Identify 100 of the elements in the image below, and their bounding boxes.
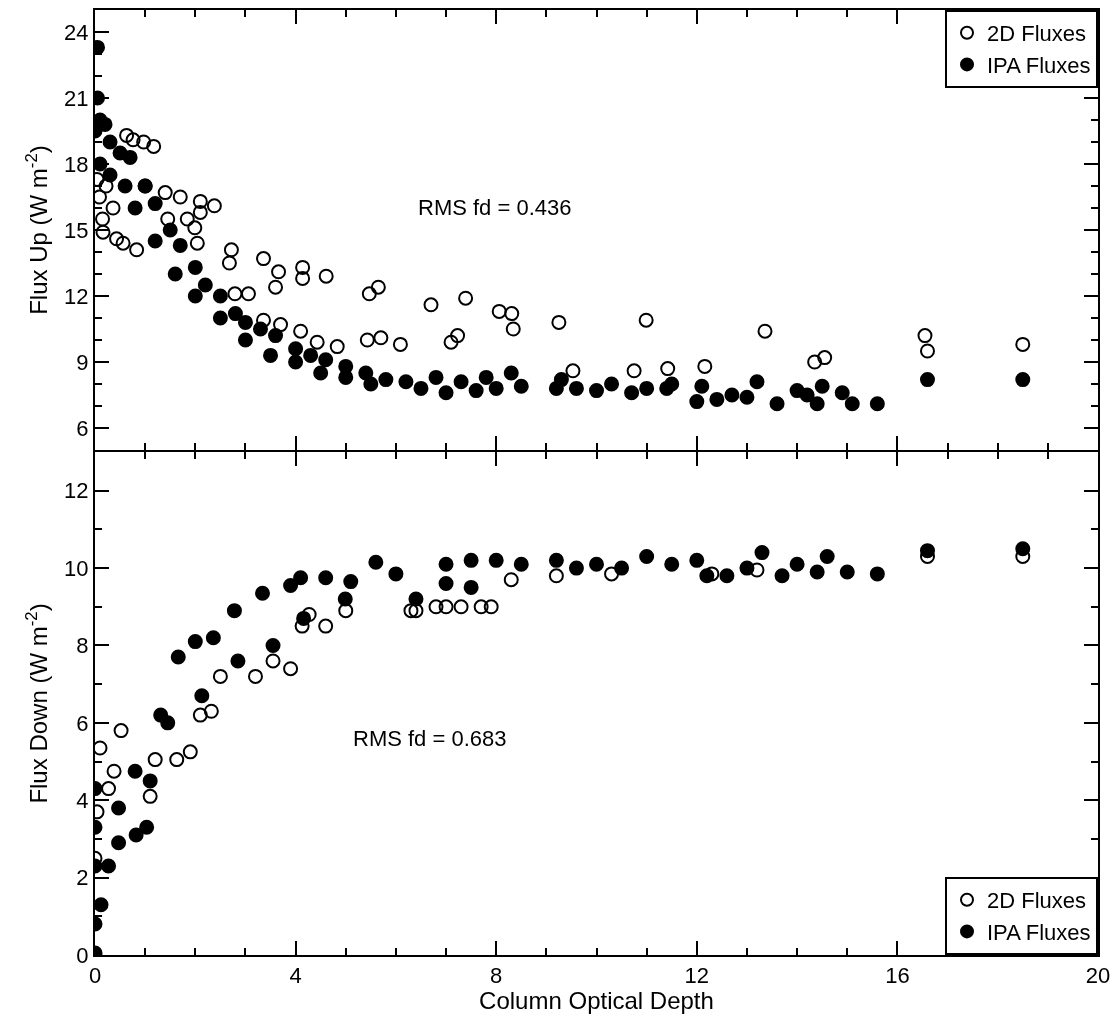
point (749, 562, 765, 578)
point (1015, 541, 1031, 557)
y-tick-label: 2 (76, 865, 89, 891)
point (187, 634, 203, 650)
y-tick-label: 10 (64, 555, 89, 581)
point (809, 564, 825, 580)
point (182, 744, 198, 760)
point (408, 603, 424, 619)
point (408, 591, 424, 607)
point (428, 599, 444, 615)
point (488, 552, 504, 568)
annotation: RMS fd = 0.436 (418, 195, 572, 220)
point (739, 560, 755, 576)
point (296, 610, 312, 626)
point (212, 668, 228, 684)
point (920, 543, 935, 559)
point (483, 599, 499, 615)
point (664, 556, 680, 572)
y-tick-label: 6 (76, 710, 89, 736)
point (160, 715, 176, 731)
point (265, 637, 281, 653)
y-tick-label: 12 (64, 478, 89, 504)
y-tick-label: 21 (64, 85, 89, 111)
x-tick-label: 8 (490, 963, 503, 989)
point (139, 819, 155, 835)
point (337, 591, 353, 607)
point (111, 800, 127, 816)
point (614, 560, 630, 576)
point (205, 630, 221, 646)
point (294, 618, 310, 634)
point (548, 568, 564, 584)
x-tick-label: 12 (684, 963, 710, 989)
point (463, 552, 479, 568)
y-tick-label: 0 (76, 942, 89, 968)
point (293, 570, 309, 586)
point (438, 599, 454, 615)
point (283, 577, 299, 593)
point (95, 897, 109, 913)
point (604, 566, 620, 582)
annotation: RMS fd = 0.683 (353, 726, 507, 751)
point (255, 585, 270, 601)
y-tick-label: 12 (64, 283, 89, 309)
point (142, 788, 158, 804)
point (513, 556, 529, 572)
point (453, 599, 469, 615)
point (111, 835, 127, 851)
point (473, 599, 489, 615)
point (301, 607, 317, 622)
point (568, 560, 584, 576)
x-tick-label: 20 (1085, 963, 1111, 989)
point (265, 653, 281, 669)
point (699, 568, 715, 584)
point (203, 703, 219, 719)
point (226, 603, 242, 619)
legend-label: IPA Fluxes (987, 919, 1091, 945)
y-tick-label: 24 (64, 19, 89, 45)
x-tick-label: 4 (289, 963, 302, 989)
legend-label: IPA Fluxes (987, 52, 1091, 78)
point (142, 773, 158, 789)
point (247, 668, 263, 684)
point (318, 570, 334, 586)
point (438, 556, 454, 572)
point (338, 603, 354, 619)
point (368, 554, 384, 570)
point (503, 572, 519, 588)
y-tick-label: 15 (64, 217, 89, 243)
point (589, 556, 604, 572)
point (388, 566, 404, 582)
point (819, 548, 835, 564)
point (230, 653, 246, 669)
point (789, 556, 805, 572)
point (113, 723, 129, 739)
x-tick-label: 16 (885, 963, 910, 989)
y-tick-label: 4 (76, 787, 89, 813)
y-tick-label: 18 (64, 151, 89, 177)
point (147, 752, 163, 768)
point (318, 618, 334, 634)
point (839, 564, 855, 580)
point (438, 576, 454, 592)
x-axis-title: Column Optical Depth (479, 987, 714, 1014)
point (169, 752, 185, 768)
point (719, 568, 735, 584)
point (101, 781, 117, 797)
point (283, 661, 299, 677)
point (548, 552, 564, 568)
point (194, 688, 210, 704)
y-tick-label: 8 (76, 633, 89, 659)
point (403, 603, 419, 619)
point (128, 827, 144, 843)
point (869, 566, 885, 582)
y-tick-label: 9 (76, 349, 89, 375)
point (101, 858, 117, 874)
point (754, 545, 770, 561)
point (192, 707, 208, 723)
point (127, 763, 143, 779)
y-tick-label: 6 (76, 415, 89, 441)
point (689, 552, 705, 568)
point (639, 548, 655, 564)
legend-label: 2D Fluxes (987, 888, 1087, 914)
point (774, 568, 790, 584)
